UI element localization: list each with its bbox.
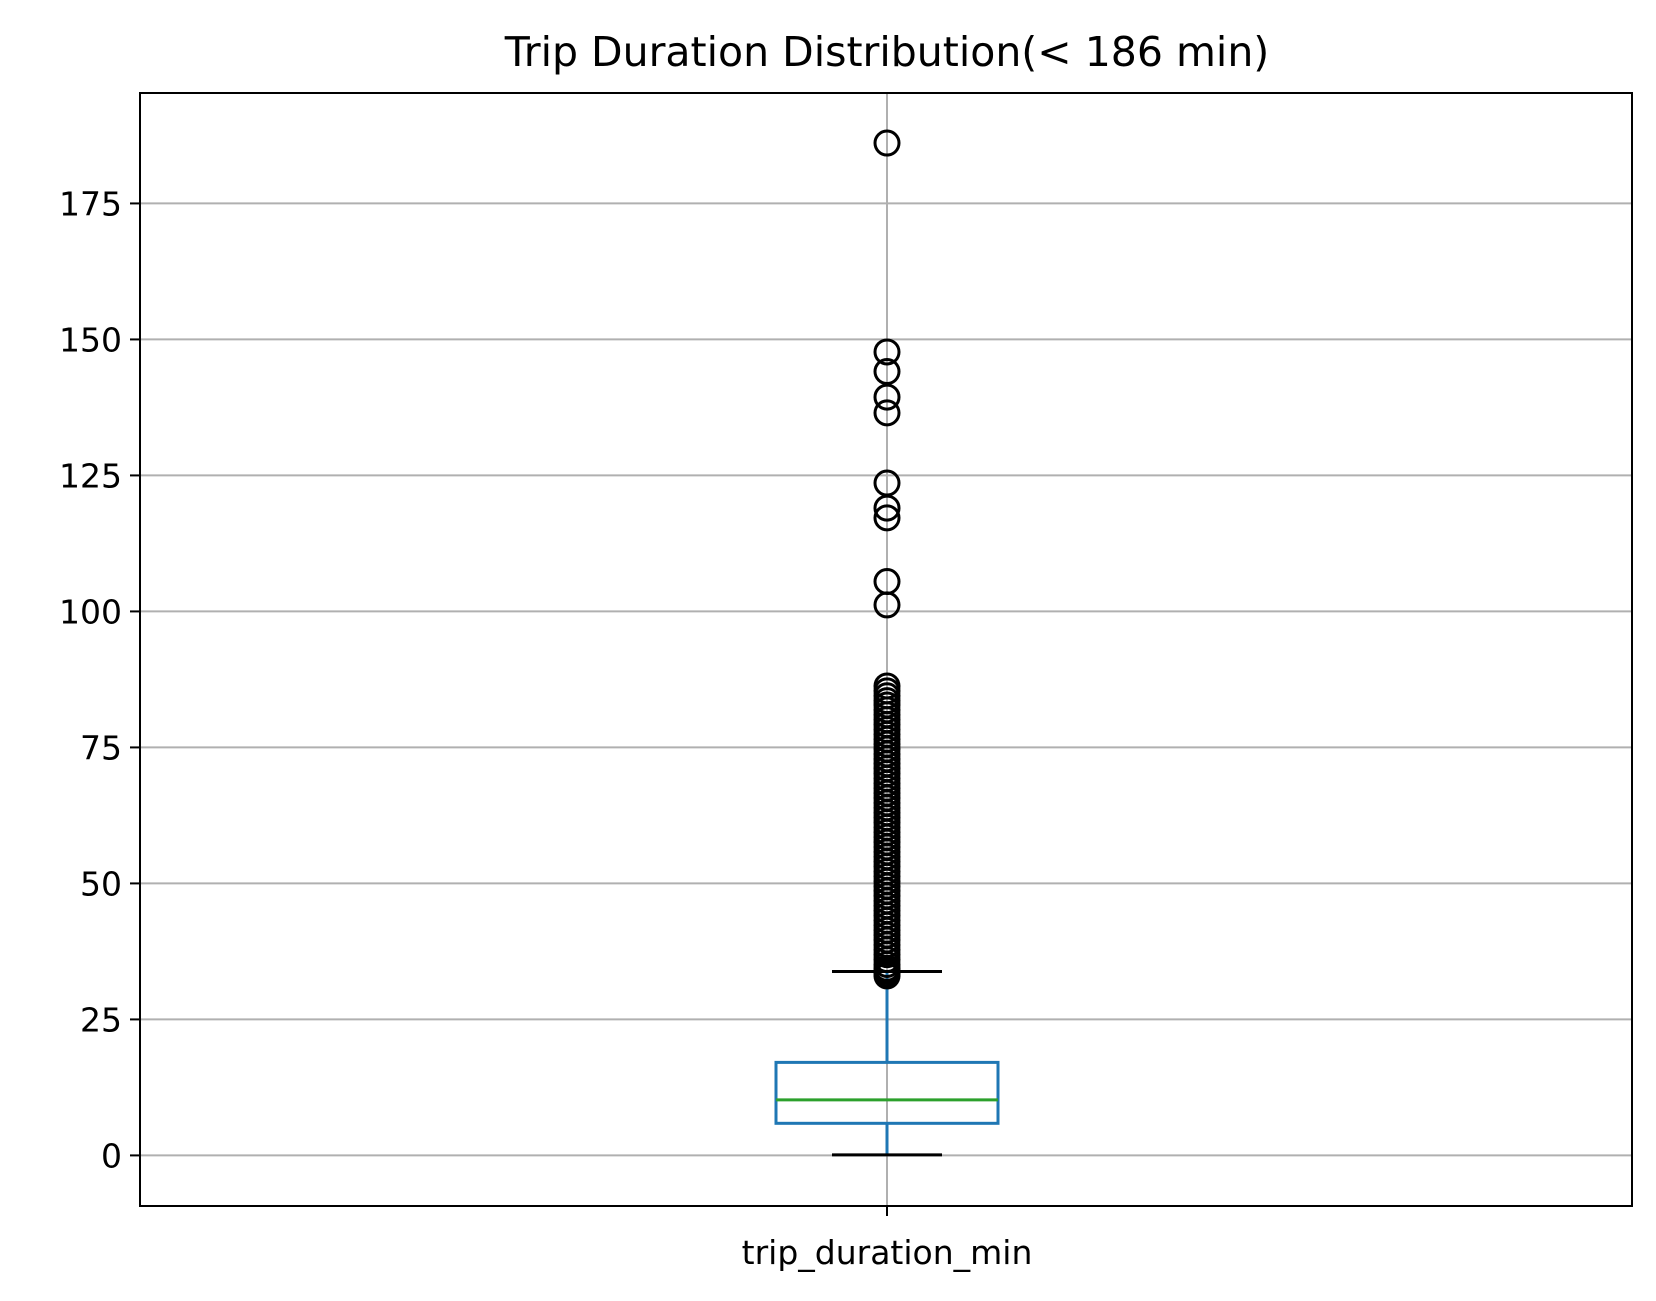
y-tick-label: 50 xyxy=(80,864,122,903)
x-tick-label: trip_duration_min xyxy=(742,1233,1033,1272)
outlier-point xyxy=(873,383,901,411)
y-tick-label: 25 xyxy=(80,1000,122,1039)
outlier-point xyxy=(873,591,901,619)
outlier-point xyxy=(873,358,901,386)
y-tick-label: 75 xyxy=(80,728,122,767)
y-tick-label: 150 xyxy=(59,320,122,359)
y-tick-label: 0 xyxy=(101,1136,122,1175)
y-tick-label: 100 xyxy=(59,592,122,631)
outlier-point xyxy=(873,399,901,427)
plot-area: 0 25 50 75 100 125 150 175 trip_duration_min xyxy=(59,92,1633,1272)
outlier-point xyxy=(873,129,901,157)
chart-title: Trip Duration Distribution(< 186 min) xyxy=(504,28,1270,76)
y-tick-label: 125 xyxy=(59,456,122,495)
y-tick-label: 175 xyxy=(59,184,122,223)
outlier-point xyxy=(873,962,901,990)
outlier-point xyxy=(873,494,901,522)
outlier-point xyxy=(873,504,901,532)
outlier-point xyxy=(873,338,901,366)
iqr-box xyxy=(774,1060,1000,1125)
